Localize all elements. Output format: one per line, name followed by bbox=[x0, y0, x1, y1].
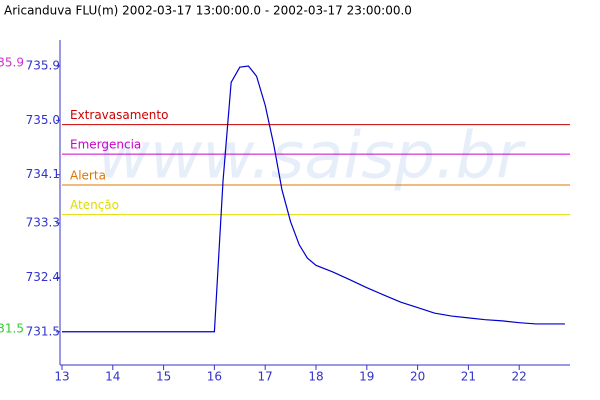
x-tick-label: 13 bbox=[54, 370, 69, 384]
x-tick-label: 19 bbox=[359, 370, 374, 384]
y-tick-label: 735.9 bbox=[26, 58, 60, 72]
x-tick-label: 15 bbox=[156, 370, 171, 384]
series-line bbox=[62, 65, 565, 333]
x-tick-label: 21 bbox=[461, 370, 476, 384]
y-tick-label: 732.4 bbox=[26, 270, 60, 284]
x-tick-label: 16 bbox=[207, 370, 222, 384]
x-tick-label: 22 bbox=[512, 370, 527, 384]
x-tick-label: 14 bbox=[105, 370, 120, 384]
x-tick-label: 20 bbox=[410, 370, 425, 384]
y-tick-label: 731.5 bbox=[26, 324, 60, 338]
watermark: www.saisp.br bbox=[98, 120, 527, 194]
min-label: 731.5 bbox=[0, 321, 24, 335]
chart-title: Aricanduva FLU(m) 2002-03-17 13:00:00.0 … bbox=[4, 4, 412, 18]
threshold-label: Atenção bbox=[70, 198, 119, 212]
max-label: 735.9 bbox=[0, 55, 24, 69]
threshold-label: Alerta bbox=[70, 168, 106, 182]
y-tick-label: 733.3 bbox=[26, 216, 60, 230]
threshold-label: Extravasamento bbox=[70, 108, 168, 122]
y-tick-label: 735.0 bbox=[26, 113, 60, 127]
x-tick-label: 17 bbox=[258, 370, 273, 384]
x-tick-label: 18 bbox=[308, 370, 323, 384]
threshold-label: Emergencia bbox=[70, 138, 141, 152]
y-tick-label: 734.1 bbox=[26, 167, 60, 181]
